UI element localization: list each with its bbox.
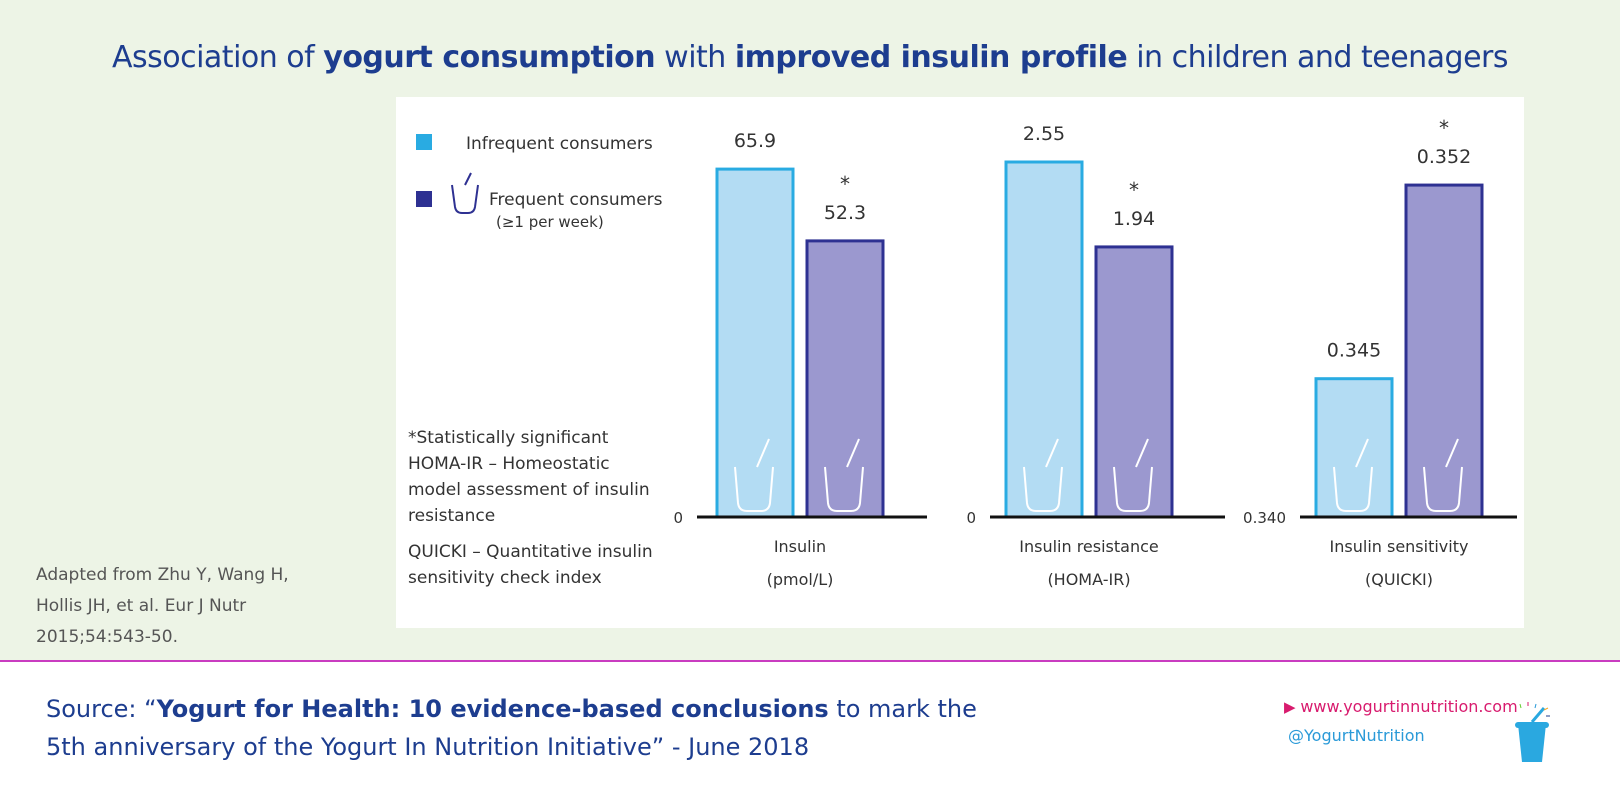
svg-text:model assessment of insulin: model assessment of insulin	[408, 480, 650, 500]
data-label: 2.55	[1023, 123, 1065, 145]
legend-swatch-infrequent	[416, 134, 432, 150]
svg-text:sensitivity check index: sensitivity check index	[408, 568, 602, 588]
social-handle[interactable]: @YogurtNutrition	[1288, 726, 1425, 745]
play-icon: ▶	[1284, 698, 1301, 716]
bar-insulin-resistance-frequent	[1094, 245, 1174, 519]
baseline-tick-label: 0.340	[1243, 509, 1286, 527]
bar-insulin-sensitivity-frequent	[1404, 183, 1484, 519]
legend-infrequent: Infrequent consumers	[466, 134, 653, 154]
yogurt-cup-icon	[824, 438, 864, 512]
website-link[interactable]: ▶ www.yogurtinnutrition.com	[1284, 697, 1518, 716]
category-unit: (QUICKI)	[1365, 570, 1433, 589]
data-label: 0.352	[1417, 146, 1471, 168]
svg-text:HOMA-IR – Homeostatic: HOMA-IR – Homeostatic	[408, 454, 610, 474]
data-label: 1.94	[1113, 208, 1155, 230]
yogurt-cup-icon	[1113, 438, 1153, 512]
page-title: Association of yogurt consumption with i…	[111, 40, 1509, 75]
category-label: Insulin	[774, 537, 826, 556]
baseline-tick-label: 0	[966, 509, 976, 527]
yogurt-logo-icon	[1515, 702, 1550, 762]
category-label: Insulin sensitivity	[1330, 537, 1469, 556]
svg-text:*Statistically significant: *Statistically significant	[408, 428, 609, 448]
citation: Adapted from Zhu Y, Wang H, Hollis JH, et…	[36, 565, 289, 647]
category-label: Insulin resistance	[1019, 537, 1159, 556]
legend-frequent-note: (≥1 per week)	[496, 213, 604, 231]
bar-insulin-frequent	[805, 239, 885, 519]
legend-frequent: Frequent consumers	[489, 190, 663, 210]
bar-chart: Infrequent consumers Frequent consumers …	[408, 116, 1517, 589]
significance-marker: *	[1439, 116, 1449, 140]
data-label: 65.9	[734, 130, 776, 152]
data-label: 52.3	[824, 202, 866, 224]
yogurt-cup-icon	[1423, 438, 1463, 512]
svg-text:QUICKI – Quantitative insulin: QUICKI – Quantitative insulin	[408, 542, 653, 562]
yogurt-cup-icon	[1023, 438, 1063, 512]
divider	[0, 660, 1620, 662]
significance-marker: *	[840, 172, 850, 196]
chart-panel: Infrequent consumers Frequent consumers …	[396, 97, 1524, 628]
footnotes: *Statistically significant HOMA-IR – Hom…	[408, 428, 653, 588]
category-unit: (HOMA-IR)	[1047, 570, 1130, 589]
yogurt-cup-icon	[451, 172, 479, 214]
yogurt-cup-icon	[734, 438, 774, 512]
source-text: Source: “Yogurt for Health: 10 evidence-…	[46, 695, 977, 761]
baseline-tick-label: 0	[673, 509, 683, 527]
bar-insulin-resistance-infrequent	[1004, 160, 1084, 519]
svg-text:resistance: resistance	[408, 506, 495, 526]
category-unit: (pmol/L)	[767, 570, 834, 589]
data-label: 0.345	[1327, 340, 1381, 362]
legend-swatch-frequent	[416, 191, 432, 207]
bar-insulin-sensitivity-infrequent	[1314, 377, 1394, 519]
yogurt-cup-icon	[1333, 438, 1373, 512]
bar-insulin-infrequent	[715, 167, 795, 519]
significance-marker: *	[1129, 178, 1139, 202]
